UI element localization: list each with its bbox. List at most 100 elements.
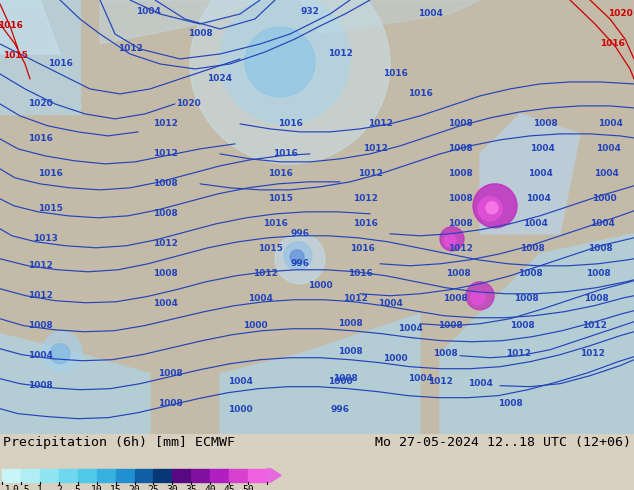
Bar <box>40 469 59 482</box>
Text: 1004: 1004 <box>598 120 623 128</box>
Text: 1016: 1016 <box>27 134 53 144</box>
Text: 1015: 1015 <box>268 195 292 203</box>
Polygon shape <box>0 0 60 54</box>
Bar <box>210 469 229 482</box>
Text: 1000: 1000 <box>592 195 616 203</box>
Bar <box>78 469 96 482</box>
Circle shape <box>220 0 350 124</box>
Text: Mo 27-05-2024 12..18 UTC (12+06): Mo 27-05-2024 12..18 UTC (12+06) <box>375 436 631 449</box>
Text: 1008: 1008 <box>153 270 178 278</box>
Polygon shape <box>0 0 80 114</box>
Text: 1004: 1004 <box>526 195 550 203</box>
Text: 1008: 1008 <box>533 120 557 128</box>
Text: 1008: 1008 <box>153 209 178 219</box>
Text: 1004: 1004 <box>590 220 614 228</box>
Text: 1016: 1016 <box>273 149 297 158</box>
Text: 1000: 1000 <box>383 354 407 363</box>
Bar <box>248 469 267 482</box>
Text: 996: 996 <box>290 229 309 238</box>
Text: 1008: 1008 <box>153 179 178 188</box>
Text: 1020: 1020 <box>28 99 53 108</box>
Text: 1004: 1004 <box>529 145 555 153</box>
Text: 5: 5 <box>75 485 81 490</box>
Text: 1008: 1008 <box>188 29 212 39</box>
Text: 1012: 1012 <box>427 377 453 386</box>
Text: 1008: 1008 <box>510 321 534 330</box>
Polygon shape <box>0 334 150 434</box>
Text: 1016: 1016 <box>600 40 624 49</box>
Text: 1004: 1004 <box>27 351 53 360</box>
Text: 10: 10 <box>91 485 103 490</box>
Text: 1008: 1008 <box>437 321 462 330</box>
Text: 40: 40 <box>204 485 216 490</box>
Circle shape <box>42 332 82 372</box>
Text: 1008: 1008 <box>338 347 363 356</box>
Text: 1012: 1012 <box>153 120 178 128</box>
Text: 1004: 1004 <box>398 324 422 333</box>
Text: 1020: 1020 <box>607 9 632 19</box>
Text: 1012: 1012 <box>505 349 531 358</box>
Circle shape <box>190 0 390 164</box>
Text: 1015: 1015 <box>37 204 62 213</box>
Text: 1000: 1000 <box>228 405 252 414</box>
Text: 1012: 1012 <box>368 120 392 128</box>
Polygon shape <box>220 314 420 434</box>
Circle shape <box>471 291 485 305</box>
Text: 1013: 1013 <box>32 234 58 244</box>
Text: 1004: 1004 <box>595 145 621 153</box>
Polygon shape <box>440 234 634 434</box>
Text: 1008: 1008 <box>333 374 358 383</box>
Text: 1012: 1012 <box>353 195 377 203</box>
Text: 0.1: 0.1 <box>0 485 11 490</box>
Polygon shape <box>100 0 260 44</box>
Circle shape <box>440 227 464 251</box>
Text: 1016: 1016 <box>382 70 408 78</box>
Text: 1012: 1012 <box>358 170 382 178</box>
Circle shape <box>245 27 315 97</box>
Text: 2: 2 <box>56 485 61 490</box>
Text: 25: 25 <box>148 485 159 490</box>
Bar <box>191 469 210 482</box>
Text: 1016: 1016 <box>347 270 372 278</box>
Text: 1012: 1012 <box>252 270 278 278</box>
Text: 45: 45 <box>223 485 235 490</box>
Circle shape <box>478 197 502 221</box>
Text: 1008: 1008 <box>498 399 522 408</box>
Circle shape <box>486 202 498 214</box>
Text: 1016: 1016 <box>268 170 292 178</box>
Text: 1: 1 <box>37 485 42 490</box>
Text: 1004: 1004 <box>467 379 493 388</box>
Circle shape <box>473 184 517 228</box>
Text: 1000: 1000 <box>243 321 268 330</box>
Text: 1004: 1004 <box>522 220 547 228</box>
Text: 1004: 1004 <box>408 374 432 383</box>
Text: 1004: 1004 <box>378 299 403 308</box>
Text: 1008: 1008 <box>338 319 363 328</box>
Text: 1008: 1008 <box>443 294 467 303</box>
Text: 1008: 1008 <box>514 294 538 303</box>
Text: 1004: 1004 <box>228 377 252 386</box>
Text: 1008: 1008 <box>432 349 457 358</box>
Text: 1000: 1000 <box>328 377 353 386</box>
Text: 1020: 1020 <box>176 99 200 108</box>
Text: 15: 15 <box>110 485 122 490</box>
Text: 1012: 1012 <box>581 321 607 330</box>
Bar <box>153 469 172 482</box>
Text: 1004: 1004 <box>527 170 552 178</box>
Text: 932: 932 <box>301 7 320 17</box>
Text: 1008: 1008 <box>28 381 53 390</box>
Circle shape <box>290 250 304 264</box>
Text: 1008: 1008 <box>28 321 53 330</box>
Text: 1015: 1015 <box>3 51 27 60</box>
Text: 1016: 1016 <box>408 89 432 98</box>
Bar <box>134 469 153 482</box>
Text: 0.5: 0.5 <box>12 485 30 490</box>
Text: 1008: 1008 <box>446 270 470 278</box>
Text: 1016: 1016 <box>37 170 62 178</box>
Text: 1008: 1008 <box>448 170 472 178</box>
Text: 1008: 1008 <box>158 369 183 378</box>
Text: 1024: 1024 <box>207 74 233 83</box>
Text: 1008: 1008 <box>448 145 472 153</box>
Text: 1008: 1008 <box>584 294 609 303</box>
Circle shape <box>444 235 456 247</box>
